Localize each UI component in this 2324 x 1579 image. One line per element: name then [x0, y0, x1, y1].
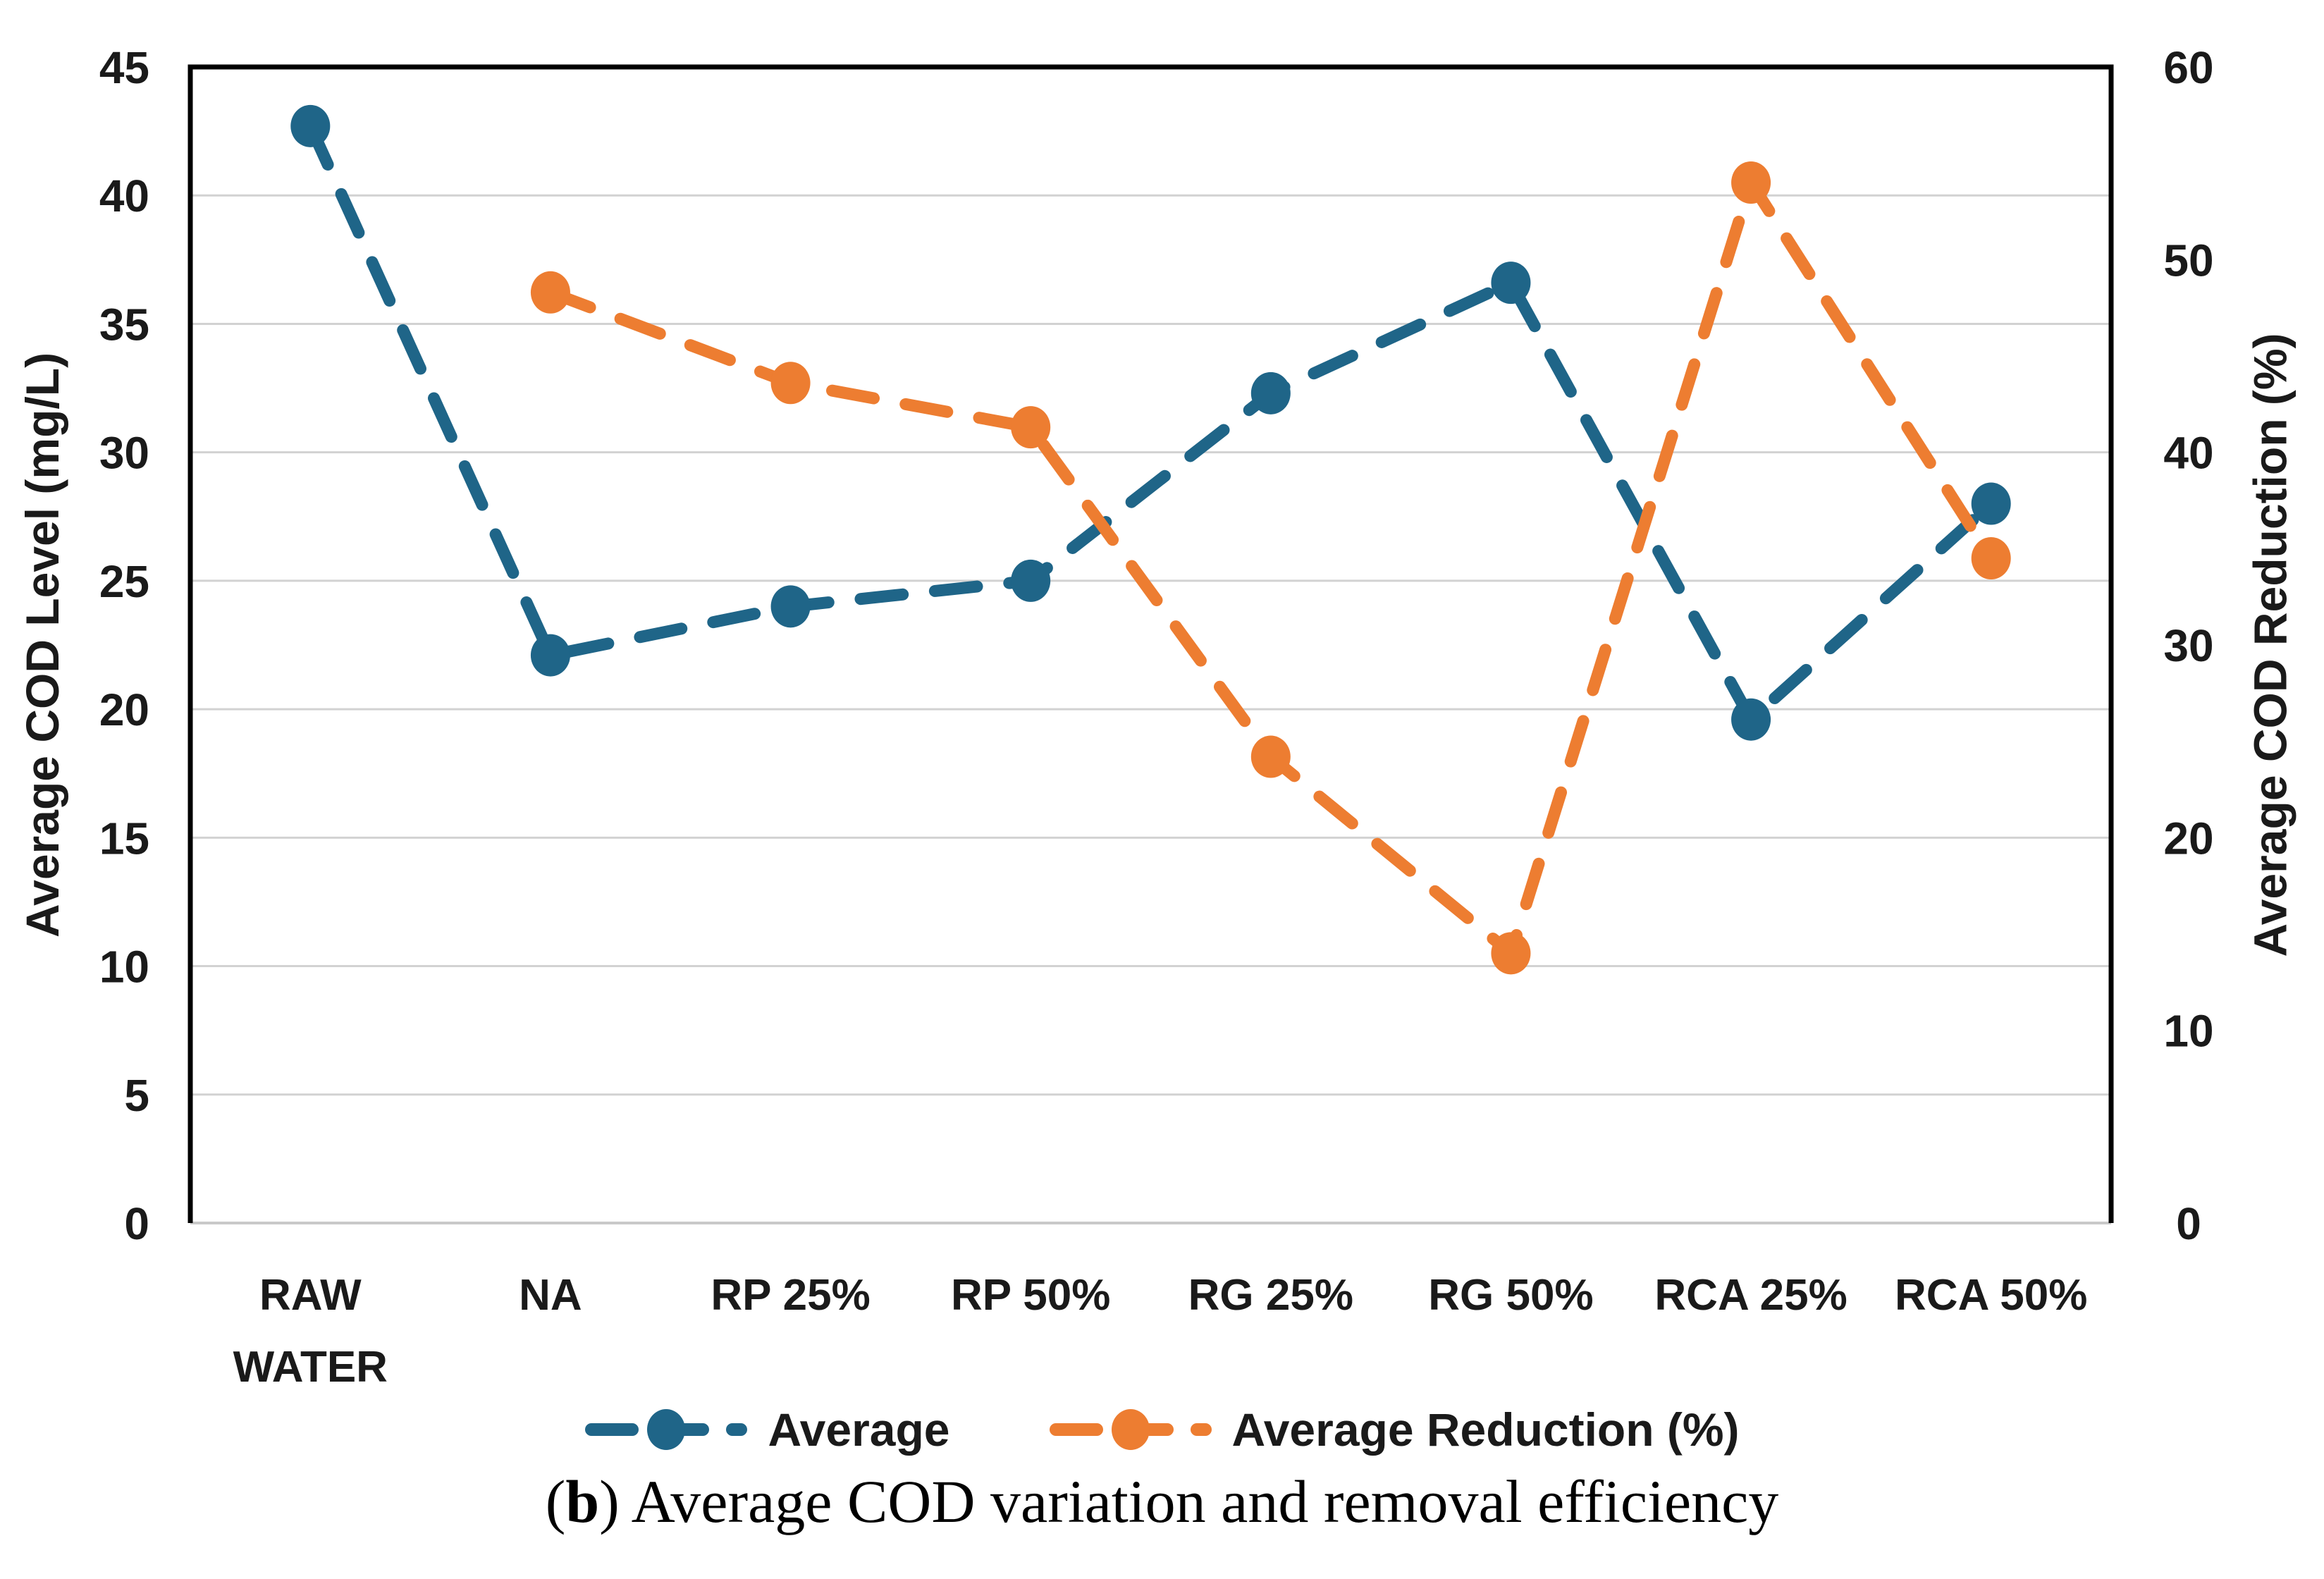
right-axis-tick-label: 10: [2163, 1006, 2213, 1057]
data-point-marker: [1731, 161, 1771, 204]
chart-legend: Average Average Reduction (%): [0, 1387, 2324, 1472]
data-point-marker: [1011, 559, 1051, 602]
x-axis-category-label: RP 50%: [951, 1271, 1110, 1320]
data-point-marker: [770, 362, 811, 405]
right-axis-tick-label: 20: [2163, 813, 2213, 864]
data-point-marker: [1971, 482, 2011, 525]
right-axis-tick-label: 60: [2163, 42, 2213, 93]
left-axis-tick-label: 0: [124, 1198, 149, 1249]
left-axis-tick-label: 5: [124, 1070, 149, 1121]
data-point-marker: [530, 634, 570, 677]
left-axis-tick-label: 25: [99, 556, 149, 607]
series-line-average: [304, 120, 1998, 726]
caption-paren-open: (: [545, 1468, 566, 1535]
caption-paren-close: ): [599, 1468, 620, 1535]
caption-text: Average COD variation and removal effici…: [619, 1468, 1779, 1535]
left-axis-tick-label: 15: [99, 813, 149, 864]
legend-marker-icon: [1049, 1409, 1212, 1450]
legend-marker-icon: [585, 1409, 748, 1450]
legend-item: Average: [584, 1403, 950, 1456]
x-axis-category-label: WATER: [233, 1343, 388, 1391]
left-axis-tick-label: 40: [99, 171, 149, 221]
x-axis-category-label: RG 50%: [1428, 1271, 1593, 1320]
right-axis-tick-label: 0: [2176, 1198, 2201, 1249]
left-axis-tick-label: 10: [99, 942, 149, 993]
legend-label: Average Reduction (%): [1231, 1403, 1740, 1456]
data-point-marker: [290, 104, 331, 147]
legend-label: Average: [768, 1403, 950, 1456]
data-point-marker: [1491, 932, 1531, 975]
data-point-marker: [770, 585, 811, 628]
data-point-marker: [1731, 698, 1771, 741]
x-axis-category-label: RAW: [259, 1271, 362, 1320]
x-axis-category-label: RP 25%: [711, 1271, 870, 1320]
legend-item: Average Reduction (%): [1049, 1403, 1740, 1456]
left-axis-tick-label: 45: [99, 42, 149, 93]
data-point-marker: [1250, 371, 1291, 414]
right-axis-tick-label: 40: [2163, 428, 2213, 479]
right-axis-tick-label: 30: [2163, 620, 2213, 671]
left-axis-tick-label: 35: [99, 299, 149, 350]
x-axis-category-label: NA: [519, 1271, 582, 1320]
figure-caption: (b) Average COD variation and removal ef…: [0, 1466, 2324, 1537]
x-axis-category-label: RCA 25%: [1654, 1271, 1847, 1320]
plot-border: [187, 64, 2114, 1223]
data-point-marker: [1250, 735, 1291, 778]
right-axis-tick-label: 50: [2163, 235, 2213, 285]
x-axis-category-label: RCA 50%: [1895, 1271, 2087, 1320]
data-point-marker: [530, 271, 570, 314]
left-axis-tick-label: 30: [99, 428, 149, 479]
data-point-marker: [1491, 262, 1531, 305]
left-axis-tick-label: 20: [99, 684, 149, 735]
data-point-marker: [1011, 406, 1051, 449]
data-point-marker: [1971, 537, 2011, 579]
caption-label: b: [565, 1468, 600, 1535]
x-axis-category-label: RG 25%: [1188, 1271, 1353, 1320]
